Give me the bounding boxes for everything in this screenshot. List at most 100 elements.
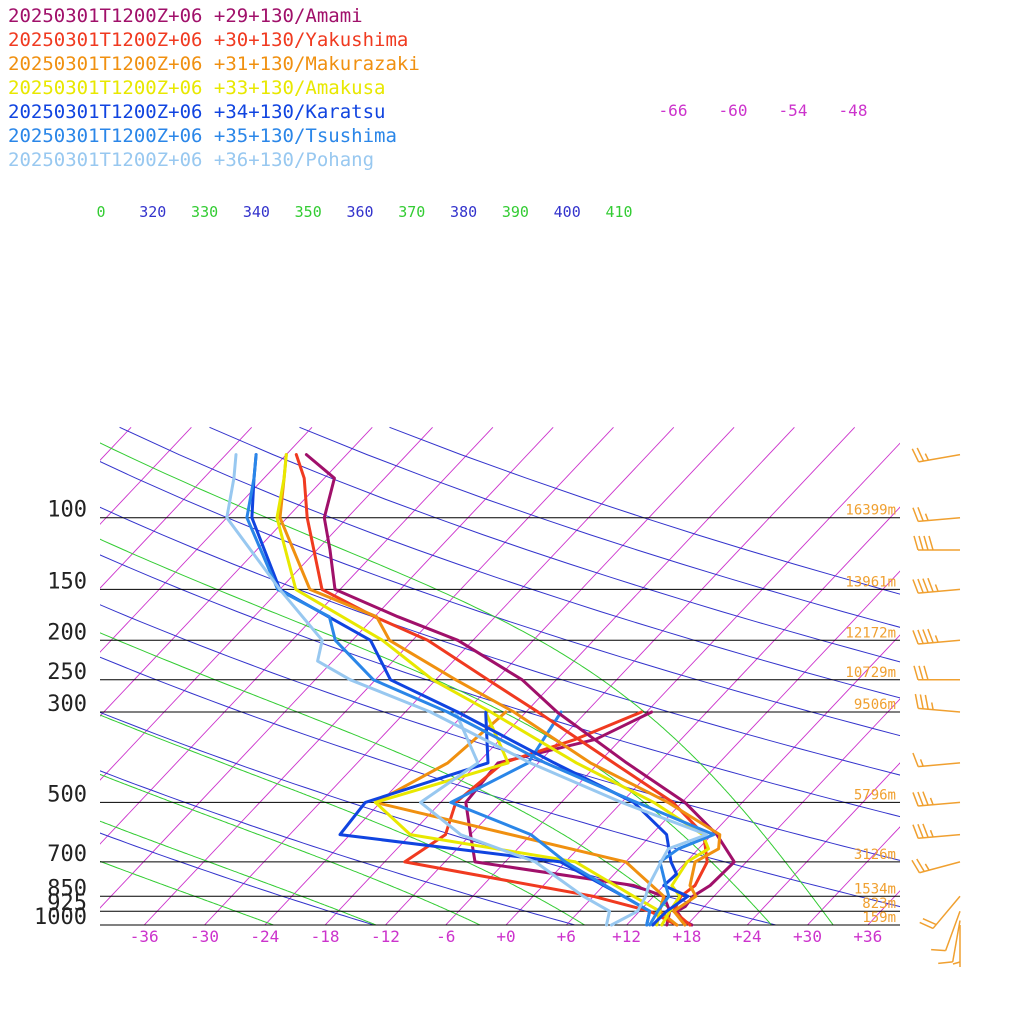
wind-barb-line	[918, 535, 924, 551]
height-label: 9506m	[854, 697, 896, 713]
wind-barb-line	[912, 630, 919, 645]
wind-barb-half-line	[952, 961, 961, 965]
temperature-tick-label: +0	[496, 927, 515, 946]
theta-label: 320	[139, 203, 166, 221]
theta-label: 330	[191, 203, 218, 221]
temperature-tick-label: -36	[130, 927, 159, 946]
wind-barb-line	[922, 578, 929, 593]
wind-barb-line	[922, 823, 929, 838]
dewpoint-line	[449, 710, 652, 927]
height-label: 16399m	[845, 503, 896, 519]
temperature-tick-label: -18	[311, 927, 340, 946]
wind-barb-line	[912, 792, 919, 807]
wind-barb	[919, 895, 961, 930]
temperature-tick-label: +30	[793, 927, 822, 946]
wind-barb-half-line	[924, 513, 929, 521]
wind-barb-half-line	[924, 453, 930, 461]
upper-temperature-label: -66	[659, 101, 688, 120]
dry-adiabat-line	[100, 506, 900, 776]
wind-barb-staff	[918, 801, 961, 807]
isotherm-line	[324, 427, 795, 925]
upper-temperature-label: -60	[719, 101, 748, 120]
wind-barb-line	[916, 858, 925, 872]
dewpoint-line	[373, 710, 662, 927]
wind-barb-staff	[918, 516, 961, 523]
wind-barb-half-line	[929, 797, 934, 806]
wind-barb-half-line	[934, 635, 939, 643]
wind-barb-staff	[918, 762, 961, 768]
moist-adiabat-line	[100, 820, 378, 925]
upper-temperature-label: -48	[839, 101, 868, 120]
temperature-tick-label: -6	[436, 927, 455, 946]
wind-barb-line	[922, 629, 929, 644]
moist-adiabat-grid	[100, 442, 834, 925]
theta-label: 370	[398, 203, 425, 221]
isotherm-line	[928, 427, 1024, 925]
temperature-tick-label: -30	[190, 927, 219, 946]
isotherm-line	[264, 427, 735, 925]
theta-label: 400	[554, 203, 581, 221]
height-label: 159m	[862, 910, 896, 926]
theta-label: 340	[243, 203, 270, 221]
moist-adiabat-line	[100, 860, 275, 925]
dry-adiabat-grid	[100, 426, 900, 925]
isotherm-line	[0, 427, 10, 925]
isotherm-line	[100, 427, 192, 525]
dry-adiabat-line	[100, 461, 900, 737]
height-label: 823m	[862, 896, 896, 912]
isotherm-line	[988, 427, 1024, 925]
wind-barb	[912, 823, 961, 840]
wind-barb-line	[912, 824, 919, 839]
wind-barb-line	[914, 693, 919, 709]
isotherm-line	[505, 506, 900, 925]
isotherm-line	[204, 427, 675, 925]
isotherm-line	[100, 427, 373, 717]
wind-barb-half-line	[930, 702, 934, 710]
wind-barb	[911, 858, 961, 874]
legend-entry: 20250301T1200Z+06 +29+130/Amami	[8, 5, 363, 27]
wind-barb-staff	[944, 910, 961, 951]
dry-adiabat-line	[100, 832, 376, 925]
dry-adiabat-line	[100, 770, 577, 925]
axis-labels: 100 16399m 150 13961m 200 12172m 250 10729m 300 9…	[34, 101, 896, 946]
wind-barb-line	[911, 448, 920, 463]
temperature-line	[225, 453, 709, 927]
wind-barb	[913, 535, 960, 551]
isobar-grid	[100, 517, 900, 926]
isotherm-line	[565, 570, 900, 925]
wind-barb	[952, 925, 961, 967]
legend-entry: 20250301T1200Z+06 +35+130/Tsushima	[8, 125, 397, 147]
isotherm-grid	[0, 427, 1024, 925]
isotherm-line	[686, 698, 900, 925]
temperature-line	[294, 453, 709, 927]
pressure-label: 100	[47, 498, 87, 523]
wind-barb-half-line	[924, 863, 930, 871]
wind-barb-line	[912, 579, 919, 594]
legend-entry: 20250301T1200Z+06 +31+130/Makurazaki	[8, 53, 420, 75]
wind-barb-line	[922, 917, 937, 926]
pressure-label: 850	[47, 876, 87, 901]
wind-barb-line	[938, 961, 953, 965]
wind-barb	[912, 628, 961, 645]
height-label: 5796m	[854, 787, 896, 803]
wind-barb	[912, 577, 961, 594]
legend-entry: 20250301T1200Z+06 +36+130/Pohang	[8, 149, 375, 171]
wind-barb-line	[911, 859, 921, 874]
temperature-tick-label: -12	[371, 927, 400, 946]
wind-barb-staff	[918, 707, 961, 713]
isotherm-line	[143, 427, 614, 925]
temperature-tick-label: -24	[250, 927, 279, 946]
pressure-label: 700	[47, 842, 87, 867]
theta-label: 390	[502, 203, 529, 221]
height-label: 3126m	[854, 847, 896, 863]
wind-barb-staff	[951, 920, 961, 963]
pressure-label: 925	[47, 891, 87, 916]
dewpoint-line	[464, 710, 672, 927]
height-label: 10729m	[845, 665, 896, 681]
wind-barb-line	[919, 694, 924, 709]
dewpoint-line	[419, 710, 611, 927]
dry-adiabat-line	[100, 711, 778, 925]
wind-barb-staff	[932, 895, 961, 929]
wind-barb-line	[912, 752, 919, 767]
